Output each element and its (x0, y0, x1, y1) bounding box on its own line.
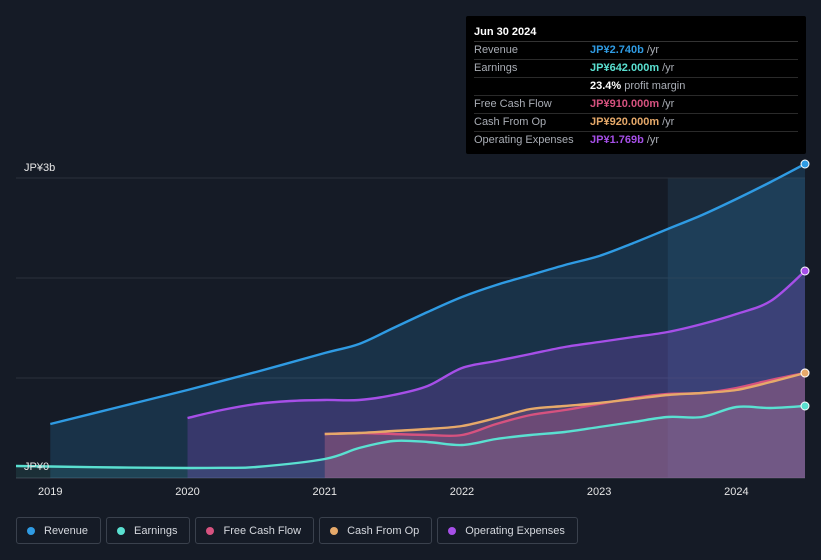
legend-item-earnings[interactable]: Earnings (106, 517, 191, 544)
tooltip-label: Free Cash Flow (474, 98, 552, 110)
legend-label: Operating Expenses (465, 524, 565, 537)
earnings-endpoint (800, 401, 810, 411)
tooltip-unit: /yr (662, 98, 675, 110)
tooltip-unit: /yr (662, 116, 675, 128)
operating-expenses-endpoint (800, 266, 810, 276)
tooltip-label: Revenue (474, 44, 519, 56)
tooltip-label: Operating Expenses (474, 134, 574, 146)
tooltip-row: Cash From Op JP¥920.000m/yr (474, 114, 798, 132)
tooltip-row: Revenue JP¥2.740b/yr (474, 42, 798, 60)
revenue-endpoint (800, 159, 810, 169)
legend-dot-icon (448, 526, 457, 535)
x-tick-label: 2023 (587, 486, 611, 498)
revenue-line (50, 162, 806, 426)
tooltip-label: Earnings (474, 62, 518, 74)
tooltip-unit: /yr (646, 44, 660, 56)
y-axis-label: JP¥0 (24, 461, 49, 473)
cash-from-op-line (324, 371, 806, 436)
cash-from-op-endpoint (800, 368, 810, 378)
x-tick-label: 2019 (38, 486, 62, 498)
tooltip-value: JP¥910.000m (590, 98, 660, 110)
tooltip-unit: profit margin (624, 80, 686, 92)
legend-dot-icon (206, 526, 215, 535)
x-tick-label: 2022 (450, 486, 474, 498)
legend-item-operating-expenses[interactable]: Operating Expenses (437, 517, 578, 544)
legend-item-cash-from-op[interactable]: Cash From Op (319, 517, 433, 544)
tooltip-date: Jun 30 2024 (474, 23, 798, 42)
legend-label: Free Cash Flow (223, 524, 302, 537)
tooltip-row: Operating Expenses JP¥1.769b/yr (474, 132, 798, 149)
tooltip-unit: /yr (662, 62, 675, 74)
tooltip-row: Earnings JP¥642.000m/yr (474, 60, 798, 78)
tooltip-value: JP¥642.000m (590, 62, 660, 74)
x-tick-label: 2024 (724, 486, 748, 498)
legend-item-revenue[interactable]: Revenue (16, 517, 102, 544)
tooltip-value: JP¥2.740b (590, 44, 644, 56)
cash-from-op-area (324, 373, 805, 478)
free-cash-flow-line (324, 371, 806, 438)
operating-expenses-line (187, 270, 806, 420)
tooltip-value: JP¥920.000m (590, 116, 660, 128)
tooltip-label: Cash From Op (474, 116, 547, 128)
legend-label: Earnings (134, 524, 178, 537)
y-axis-label: JP¥3b (24, 162, 55, 174)
legend-dot-icon (27, 526, 35, 535)
tooltip-unit: /yr (646, 134, 660, 146)
legend-item-free-cash-flow[interactable]: Free Cash Flow (195, 517, 315, 544)
tooltip-row: 23.4% profit margin (474, 78, 798, 96)
earnings-line (15, 404, 806, 470)
tooltip-value: 23.4% (590, 80, 622, 92)
data-tooltip: Jun 30 2024 Revenue JP¥2.740b/yr Earnings J… (466, 16, 806, 154)
legend-dot-icon (117, 526, 126, 535)
legend-dot-icon (330, 526, 339, 535)
tooltip-row: Free Cash Flow JP¥910.000m/yr (474, 96, 798, 114)
operating-expenses-area (187, 271, 806, 478)
x-tick-label: 2021 (312, 486, 336, 498)
x-tick-label: 2020 (175, 486, 199, 498)
free-cash-flow-area (324, 373, 805, 478)
legend-label: Cash From Op (347, 524, 420, 537)
revenue-area (50, 164, 806, 478)
chart-legend: Revenue Earnings Free Cash Flow Cash From O… (16, 517, 578, 544)
legend-label: Revenue (44, 524, 89, 537)
tooltip-label (474, 78, 590, 95)
tooltip-value: JP¥1.769b (590, 134, 644, 146)
